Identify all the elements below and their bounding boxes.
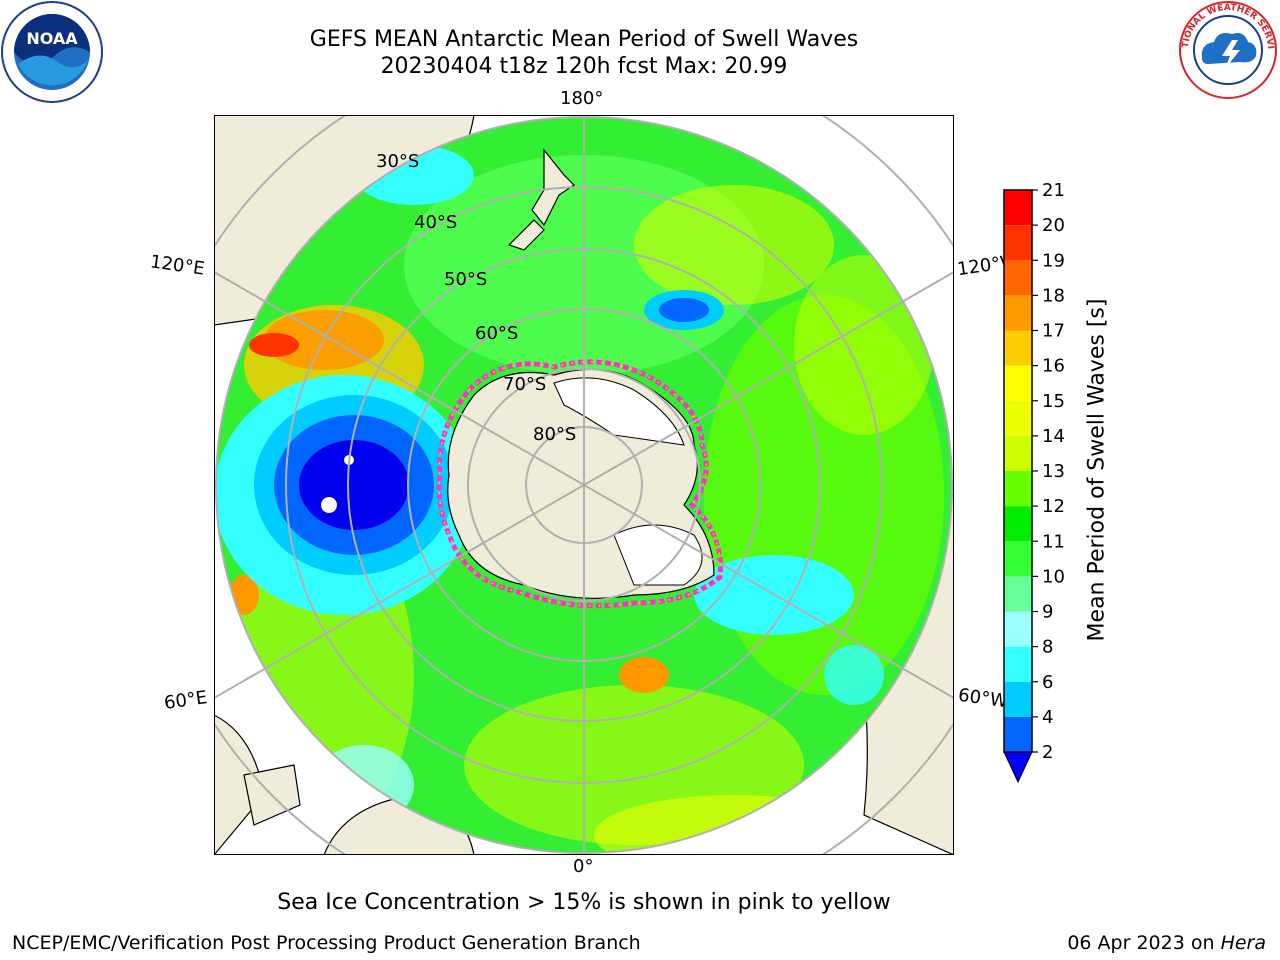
colorbar-swatch [1004, 541, 1032, 577]
footer-date: 06 Apr 2023 on Hera [1067, 932, 1266, 954]
colorbar-tick-label: 13 [1042, 461, 1065, 482]
colorbar: 2 4 6 8 9 10 11 12 13 14 15 16 17 18 19 20 21 [1003, 180, 1065, 784]
lon-label-180: 180° [560, 88, 604, 109]
colorbar-label: Mean Period of Swell Waves [s] [1084, 298, 1110, 642]
colorbar-swatch [1004, 400, 1032, 436]
nws-logo: NATIONAL WEATHER SERVICE [1178, 0, 1277, 99]
colorbar-tick-label: 4 [1042, 707, 1053, 728]
colorbar-swatch [1004, 611, 1032, 647]
colorbar-swatch [1004, 681, 1032, 717]
svg-text:NOAA: NOAA [26, 29, 78, 48]
colorbar-tick-label: 14 [1042, 426, 1065, 447]
colorbar-tick-label: 15 [1042, 391, 1065, 412]
land-new-zealand [531, 148, 575, 227]
lon-label-60e: 60°E [162, 687, 209, 714]
colorbar-tick-label: 6 [1042, 672, 1053, 693]
colorbar-swatch [1004, 506, 1032, 542]
colorbar-swatch [1004, 716, 1032, 752]
colorbar-swatch [1004, 576, 1032, 612]
colorbar-tick-label: 21 [1042, 180, 1065, 201]
colorbar-swatch [1004, 365, 1032, 401]
lat-label-30s: 30°S [376, 151, 420, 172]
lat-label-40s: 40°S [414, 212, 458, 233]
colorbar-swatch [1004, 260, 1032, 296]
colorbar-tick-label: 8 [1042, 637, 1053, 658]
colorbar-tick-label: 12 [1042, 496, 1065, 517]
lon-label-120e: 120°E [148, 251, 206, 280]
colorbar-tick-label: 11 [1042, 531, 1065, 552]
colorbar-tick-label: 9 [1042, 602, 1053, 623]
colorbar-tick-label: 17 [1042, 321, 1065, 342]
colorbar-swatch [1004, 471, 1032, 507]
footer-host: Hera [1220, 932, 1266, 954]
lat-label-60s: 60°S [475, 323, 519, 344]
chart-subtitle: 20230404 t18z 120h fcst Max: 20.99 [380, 54, 788, 79]
polar-map [214, 115, 954, 855]
colorbar-swatch [1004, 646, 1032, 682]
colorbar-tick-label: 20 [1042, 215, 1065, 236]
colorbar-swatch [1004, 225, 1032, 261]
lon-label-0: 0° [573, 856, 594, 877]
footer-producer: NCEP/EMC/Verification Post Processing Pr… [12, 932, 641, 954]
lat-label-70s: 70°S [503, 374, 547, 395]
colorbar-swatch [1004, 295, 1032, 331]
chart-title: GEFS MEAN Antarctic Mean Period of Swell… [309, 27, 859, 52]
colorbar-tick-label: 2 [1042, 742, 1053, 763]
colorbar-swatch [1004, 435, 1032, 471]
colorbar-tick-label: 16 [1042, 356, 1065, 377]
noaa-logo: NOAA [1, 1, 103, 103]
colorbar-extend-arrow [1003, 751, 1033, 784]
colorbar-swatch [1004, 190, 1032, 226]
colorbar-swatch [1004, 330, 1032, 366]
lat-label-50s: 50°S [444, 269, 488, 290]
colorbar-tick-label: 19 [1042, 250, 1065, 271]
sea-ice-note: Sea Ice Concentration > 15% is shown in … [277, 890, 891, 915]
lat-label-80s: 80°S [533, 424, 577, 445]
colorbar-tick-label: 10 [1042, 566, 1065, 587]
colorbar-tick-label: 18 [1042, 285, 1065, 306]
